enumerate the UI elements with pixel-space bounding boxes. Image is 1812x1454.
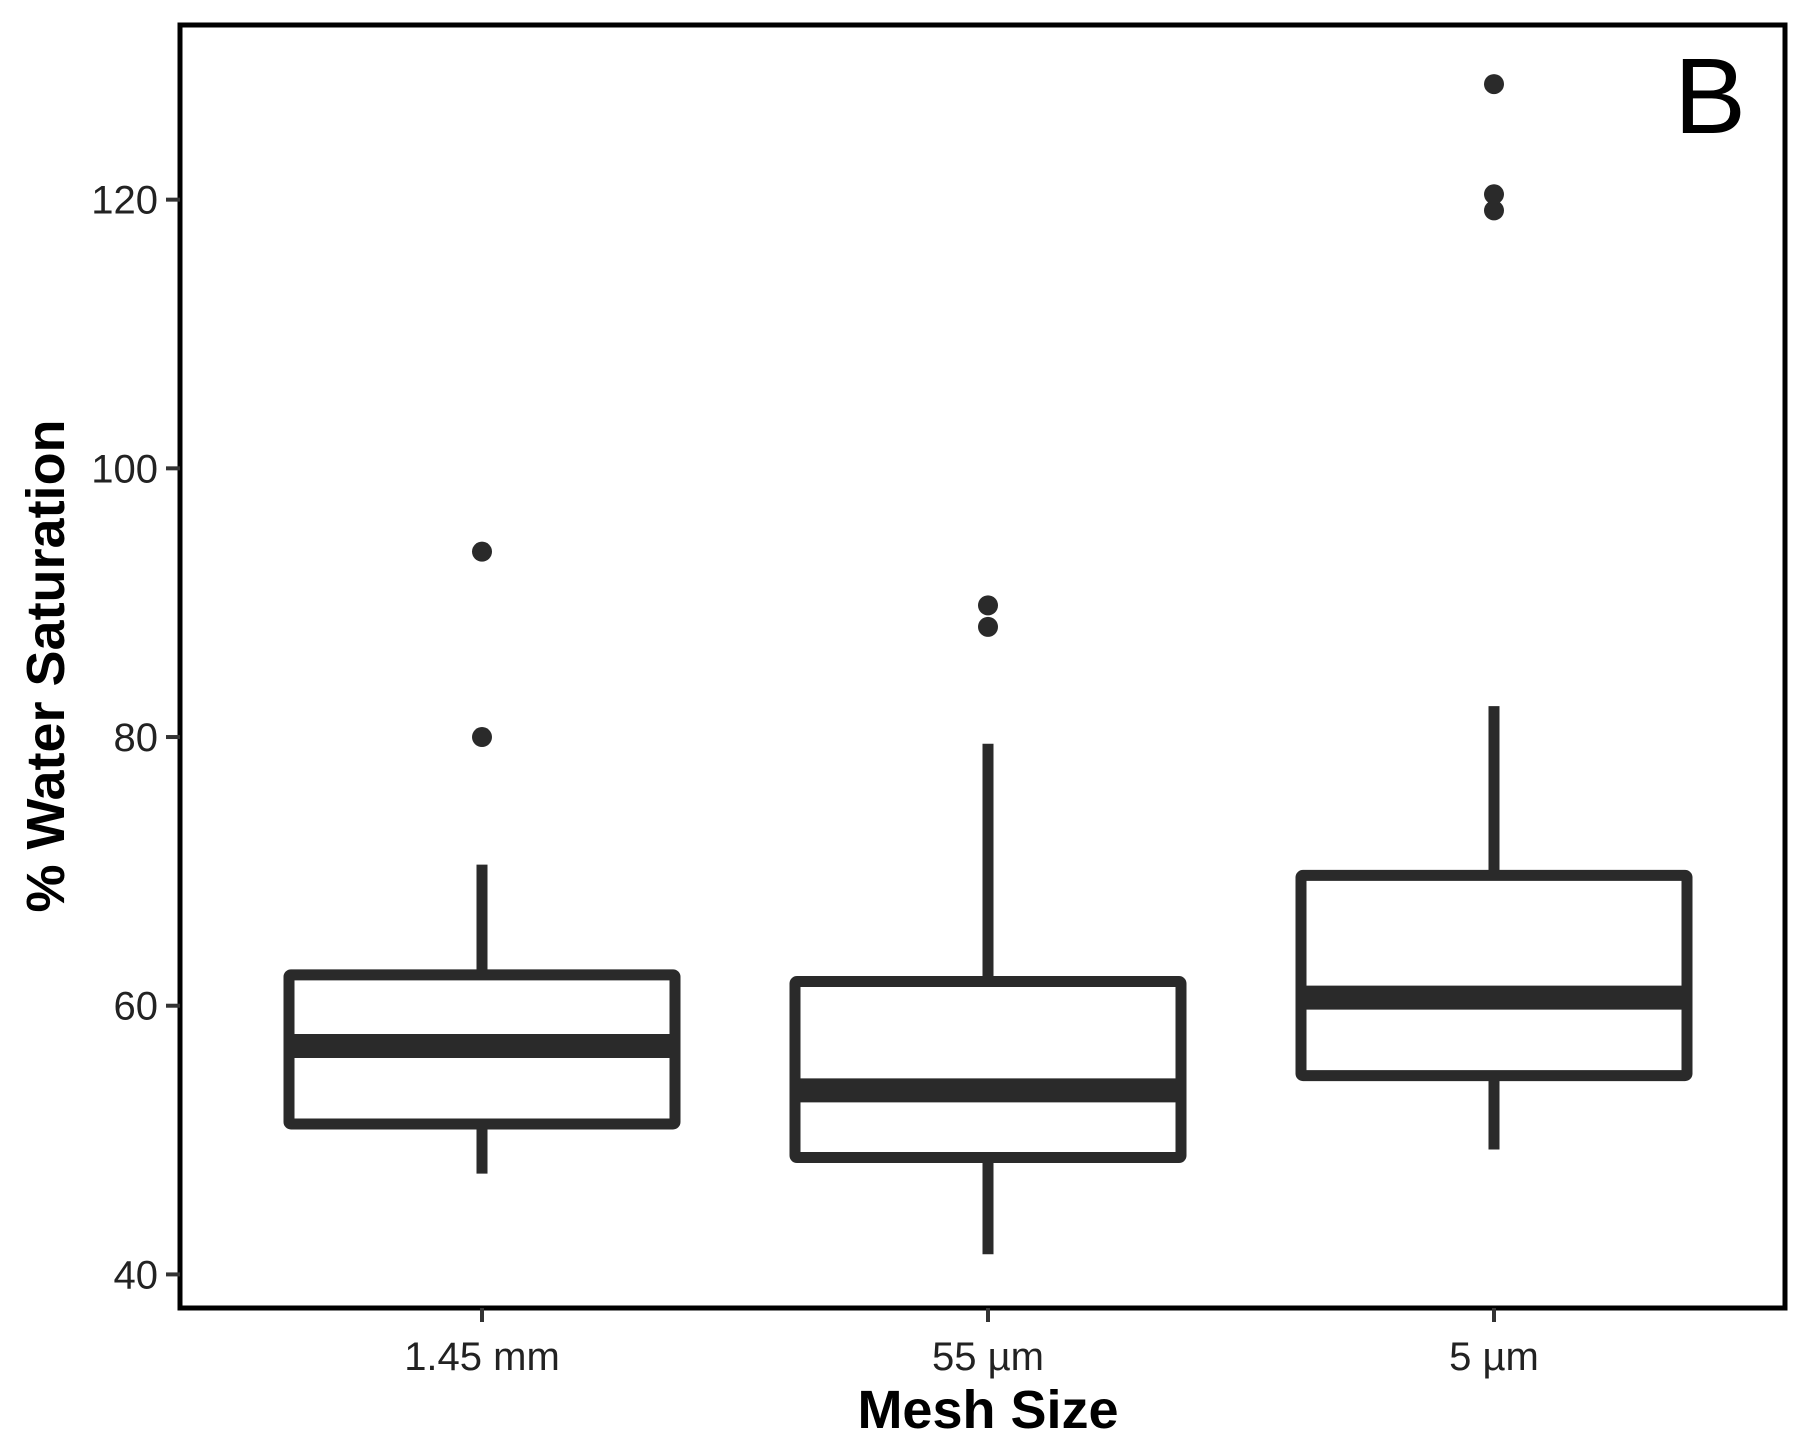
panel-label: B: [1674, 35, 1746, 156]
y-tick-label: 40: [114, 1253, 159, 1297]
x-tick-label: 55 µm: [932, 1335, 1044, 1379]
box-group: [789, 595, 1187, 1255]
x-tick-label: 1.45 mm: [404, 1335, 560, 1379]
box-group: [283, 541, 681, 1174]
outlier-point: [1484, 200, 1504, 221]
plot-frame: [177, 22, 1788, 1311]
y-axis: 40 60 80 100 120: [91, 179, 180, 1297]
y-tick-label: 80: [114, 716, 159, 760]
y-tick-label: 100: [91, 447, 158, 491]
y-tick-label: 60: [114, 985, 159, 1029]
outlier-point: [472, 727, 492, 748]
y-axis-title: % Water Saturation: [16, 419, 76, 912]
boxes-layer: [283, 74, 1693, 1255]
outlier-point: [1484, 184, 1504, 205]
outlier-point: [978, 595, 998, 616]
y-tick-label: 120: [91, 179, 158, 223]
box-iqr: [789, 976, 1187, 1164]
x-axis: 1.45 mm 55 µm 5 µm: [404, 1308, 1539, 1379]
x-tick-label: 5 µm: [1449, 1335, 1539, 1379]
outlier-point: [1484, 74, 1504, 95]
box-iqr: [1295, 869, 1693, 1082]
box-group: [1295, 74, 1693, 1150]
x-axis-title: Mesh Size: [857, 1380, 1118, 1440]
outlier-point: [978, 616, 998, 637]
outlier-point: [472, 541, 492, 562]
